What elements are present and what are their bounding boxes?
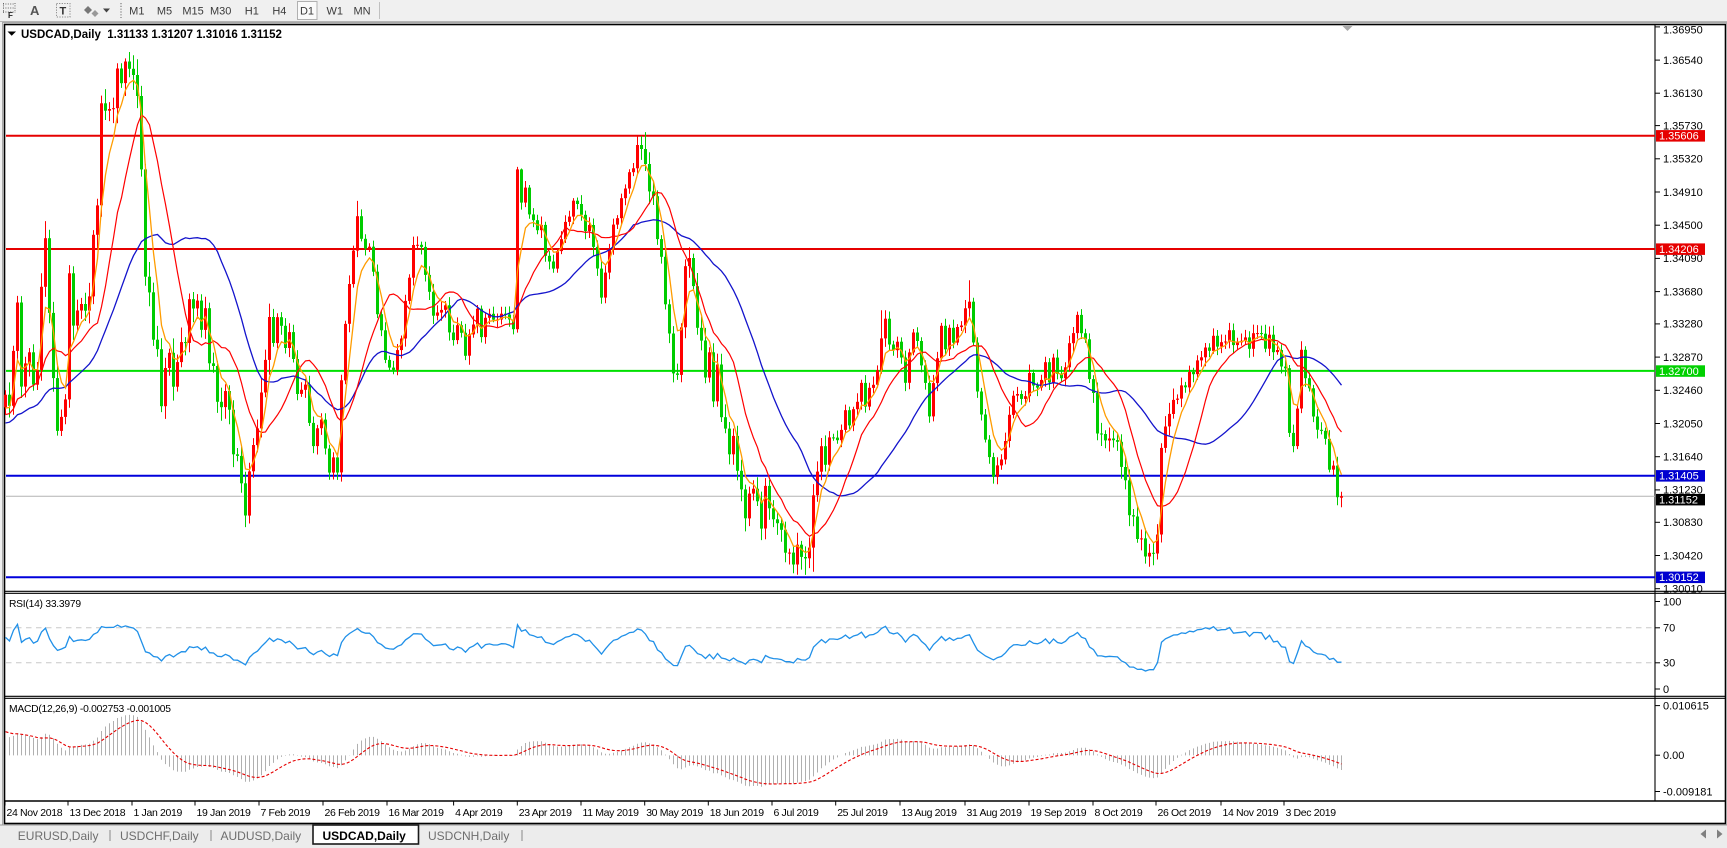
svg-text:1.32050: 1.32050	[1663, 418, 1703, 430]
svg-text:1.30152: 1.30152	[1659, 572, 1699, 584]
svg-text:26 Feb 2019: 26 Feb 2019	[325, 807, 381, 819]
svg-text:31 Aug 2019: 31 Aug 2019	[967, 807, 1023, 819]
svg-text:T: T	[60, 6, 67, 18]
svg-text:1.34910: 1.34910	[1663, 187, 1703, 199]
svg-text:1.30010: 1.30010	[1663, 584, 1703, 596]
svg-text:1.36130: 1.36130	[1663, 88, 1703, 100]
svg-text:1.32460: 1.32460	[1663, 385, 1703, 397]
svg-text:1.30420: 1.30420	[1663, 550, 1703, 562]
svg-text:7 Feb 2019: 7 Feb 2019	[261, 807, 311, 819]
svg-text:1.35606: 1.35606	[1659, 131, 1699, 143]
svg-text:1.31152: 1.31152	[1659, 494, 1698, 506]
svg-text:11 May 2019: 11 May 2019	[583, 807, 640, 819]
svg-text:1.31405: 1.31405	[1659, 471, 1699, 483]
svg-text:1.32870: 1.32870	[1663, 352, 1703, 364]
svg-text:M30: M30	[210, 6, 231, 18]
svg-text:0.010615: 0.010615	[1663, 700, 1709, 712]
svg-text:1.34500: 1.34500	[1663, 220, 1703, 232]
svg-text:-0.009181: -0.009181	[1663, 786, 1713, 798]
svg-text:23 Apr 2019: 23 Apr 2019	[519, 807, 572, 819]
svg-text:F: F	[8, 11, 13, 20]
svg-text:13 Dec 2018: 13 Dec 2018	[70, 807, 126, 819]
svg-text:30: 30	[1663, 658, 1675, 670]
svg-text:A: A	[30, 3, 40, 18]
svg-text:1.33280: 1.33280	[1663, 319, 1703, 331]
svg-text:USDCHF,Daily: USDCHF,Daily	[120, 829, 199, 843]
svg-text:18 Jun 2019: 18 Jun 2019	[710, 807, 764, 819]
svg-text:M15: M15	[182, 6, 203, 18]
svg-text:AUDUSD,Daily: AUDUSD,Daily	[221, 829, 302, 843]
svg-text:1.32700: 1.32700	[1659, 366, 1699, 378]
svg-text:EURUSD,Daily: EURUSD,Daily	[18, 829, 99, 843]
svg-text:1.33680: 1.33680	[1663, 286, 1703, 298]
svg-text:USDCAD,Daily: USDCAD,Daily	[323, 829, 407, 843]
svg-text:14 Nov 2019: 14 Nov 2019	[1223, 807, 1279, 819]
svg-text:26 Oct 2019: 26 Oct 2019	[1158, 807, 1212, 819]
svg-text:0.00: 0.00	[1663, 750, 1684, 762]
svg-text:D1: D1	[300, 6, 314, 18]
svg-text:M5: M5	[157, 6, 172, 18]
svg-text:0: 0	[1663, 684, 1669, 696]
svg-text:3 Dec 2019: 3 Dec 2019	[1286, 807, 1337, 819]
svg-text:1.34206: 1.34206	[1659, 244, 1699, 256]
svg-text:1.31640: 1.31640	[1663, 452, 1703, 464]
svg-text:RSI(14) 33.3979: RSI(14) 33.3979	[9, 599, 81, 610]
svg-text:MN: MN	[353, 6, 370, 18]
svg-text:19 Sep 2019: 19 Sep 2019	[1031, 807, 1087, 819]
svg-text:25 Jul 2019: 25 Jul 2019	[837, 807, 888, 819]
svg-text:1.30830: 1.30830	[1663, 517, 1703, 529]
svg-text:100: 100	[1663, 596, 1681, 608]
svg-text:H1: H1	[245, 6, 259, 18]
svg-text:13 Aug 2019: 13 Aug 2019	[902, 807, 958, 819]
svg-text:1.34090: 1.34090	[1663, 253, 1703, 265]
svg-text:24 Nov 2018: 24 Nov 2018	[7, 807, 63, 819]
svg-text:W1: W1	[327, 6, 344, 18]
svg-text:H4: H4	[272, 6, 286, 18]
svg-text:19 Jan 2019: 19 Jan 2019	[197, 807, 251, 819]
svg-text:1.36540: 1.36540	[1663, 55, 1703, 67]
svg-text:USDCNH,Daily: USDCNH,Daily	[428, 829, 509, 843]
svg-text:6 Jul 2019: 6 Jul 2019	[774, 807, 819, 819]
svg-text:USDCAD,Daily 1.31133 1.31207: USDCAD,Daily 1.31133 1.31207 1.31016 1.3…	[21, 29, 282, 41]
svg-text:MACD(12,26,9) -0.002753 -0.001: MACD(12,26,9) -0.002753 -0.001005	[9, 704, 171, 715]
svg-text:30 May 2019: 30 May 2019	[646, 807, 703, 819]
svg-text:1.35730: 1.35730	[1663, 120, 1703, 132]
svg-text:1.36950: 1.36950	[1663, 24, 1703, 36]
svg-text:4 Apr 2019: 4 Apr 2019	[455, 807, 503, 819]
svg-text:70: 70	[1663, 623, 1675, 635]
svg-text:16 Mar 2019: 16 Mar 2019	[389, 807, 445, 819]
svg-text:8 Oct 2019: 8 Oct 2019	[1095, 807, 1143, 819]
svg-text:1 Jan 2019: 1 Jan 2019	[134, 807, 183, 819]
svg-text:1.35320: 1.35320	[1663, 154, 1703, 166]
svg-text:1.31230: 1.31230	[1663, 485, 1703, 497]
svg-text:M1: M1	[129, 6, 144, 18]
